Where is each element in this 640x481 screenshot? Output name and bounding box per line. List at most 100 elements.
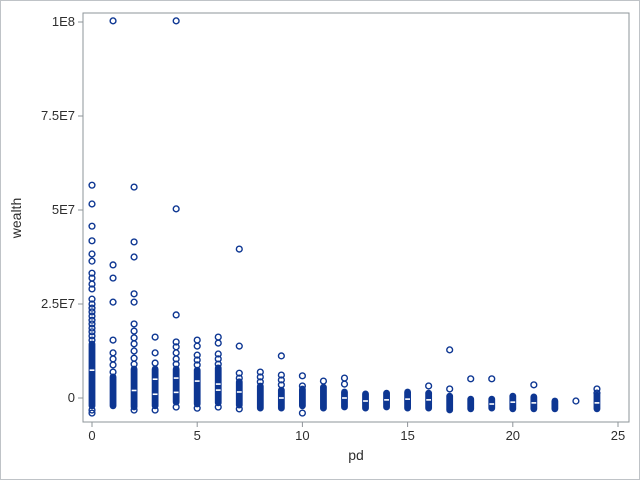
data-point: [88, 237, 96, 245]
data-point: [88, 181, 96, 189]
data-point: [109, 261, 117, 269]
data-point: [88, 409, 96, 417]
x-tick-label: 10: [295, 428, 309, 443]
data-point: [193, 342, 201, 350]
data-point: [235, 342, 243, 350]
data-point: [109, 298, 117, 306]
data-point: [593, 389, 601, 397]
data-point: [193, 404, 201, 412]
data-point: [193, 356, 201, 364]
overplot-gap: [89, 369, 95, 371]
data-point: [593, 385, 601, 393]
overplot-gap: [215, 389, 221, 391]
data-point: [88, 269, 96, 277]
axis-ticks: 0 5 10 15 20 25 0 2.5E7 5E7 7.5E7 1E8: [41, 14, 625, 443]
data-point: [172, 349, 180, 357]
data-point: [572, 397, 580, 405]
data-point: [109, 355, 117, 363]
data-point: [88, 324, 96, 332]
data-point: [256, 378, 264, 386]
data-point: [298, 382, 307, 390]
data-point: [340, 374, 349, 382]
data-point: [130, 406, 138, 414]
data-point: [88, 295, 96, 303]
data-point: [298, 409, 307, 417]
data-point: [277, 381, 285, 389]
data-point: [88, 328, 96, 336]
overplot-gap: [594, 402, 600, 404]
data-point: [298, 372, 307, 380]
data-point: [425, 382, 433, 390]
data-point: [193, 361, 201, 369]
data-point: [172, 205, 180, 213]
data-point: [109, 274, 117, 282]
x-tick-label: 25: [611, 428, 625, 443]
data-point: [235, 374, 243, 382]
data-point: [88, 316, 96, 324]
x-tick-label: 5: [194, 428, 201, 443]
data-point: [88, 332, 96, 340]
overplot-gap: [152, 378, 158, 380]
data-point: [277, 352, 285, 360]
overplot-gap: [510, 401, 516, 403]
x-tick-label: 20: [506, 428, 520, 443]
y-tick-label: 1E8: [52, 14, 75, 29]
data-point: [214, 403, 222, 411]
data-point: [109, 336, 117, 344]
data-point: [172, 360, 180, 368]
data-point: [88, 304, 96, 312]
data-point: [88, 308, 96, 316]
data-point: [151, 333, 159, 341]
y-axis-label: wealth: [8, 198, 24, 239]
data-point: [214, 360, 222, 368]
overplot-gap: [363, 400, 368, 402]
overplot-gap: [236, 391, 242, 393]
data-point: [340, 380, 349, 388]
y-tick-label: 5E7: [52, 202, 75, 217]
data-point: [109, 361, 117, 369]
data-point: [235, 369, 243, 377]
data-point: [172, 311, 180, 319]
y-tick-label: 2.5E7: [41, 296, 75, 311]
data-point: [446, 346, 454, 354]
data-point: [109, 368, 117, 376]
data-point: [130, 334, 138, 342]
data-point: [277, 376, 285, 384]
data-point: [88, 257, 96, 265]
overplot-gap: [489, 403, 495, 405]
data-point: [88, 300, 96, 308]
data-point: [446, 385, 454, 393]
data-point: [193, 336, 201, 344]
y-tick-label: 7.5E7: [41, 108, 75, 123]
data-point: [193, 351, 201, 359]
overplot-gap: [215, 383, 221, 385]
overplot-gap: [531, 402, 537, 404]
overplot-gap: [173, 377, 179, 379]
data-point: [151, 349, 159, 357]
data-point: [88, 312, 96, 320]
data-point: [151, 406, 159, 414]
data-point: [88, 336, 96, 344]
data-point: [130, 253, 138, 261]
data-point: [88, 285, 96, 293]
x-axis-label: pd: [348, 447, 364, 463]
data-point: [88, 222, 96, 230]
data-point: [256, 373, 264, 381]
data-point: [130, 238, 138, 246]
data-point: [172, 403, 180, 411]
data-point: [130, 320, 138, 328]
overplot-gap: [405, 398, 410, 400]
plot-frame: [82, 12, 630, 423]
x-tick-label: 15: [400, 428, 414, 443]
data-point: [130, 298, 138, 306]
data-point: [130, 340, 138, 348]
data-point: [109, 349, 117, 357]
overplot-gap: [131, 389, 137, 392]
data-point: [172, 17, 180, 25]
data-point: [88, 280, 96, 288]
data-point: [109, 17, 117, 25]
data-point: [467, 375, 475, 383]
data-point: [88, 250, 96, 258]
data-point: [130, 347, 138, 355]
data-point: [214, 350, 222, 358]
